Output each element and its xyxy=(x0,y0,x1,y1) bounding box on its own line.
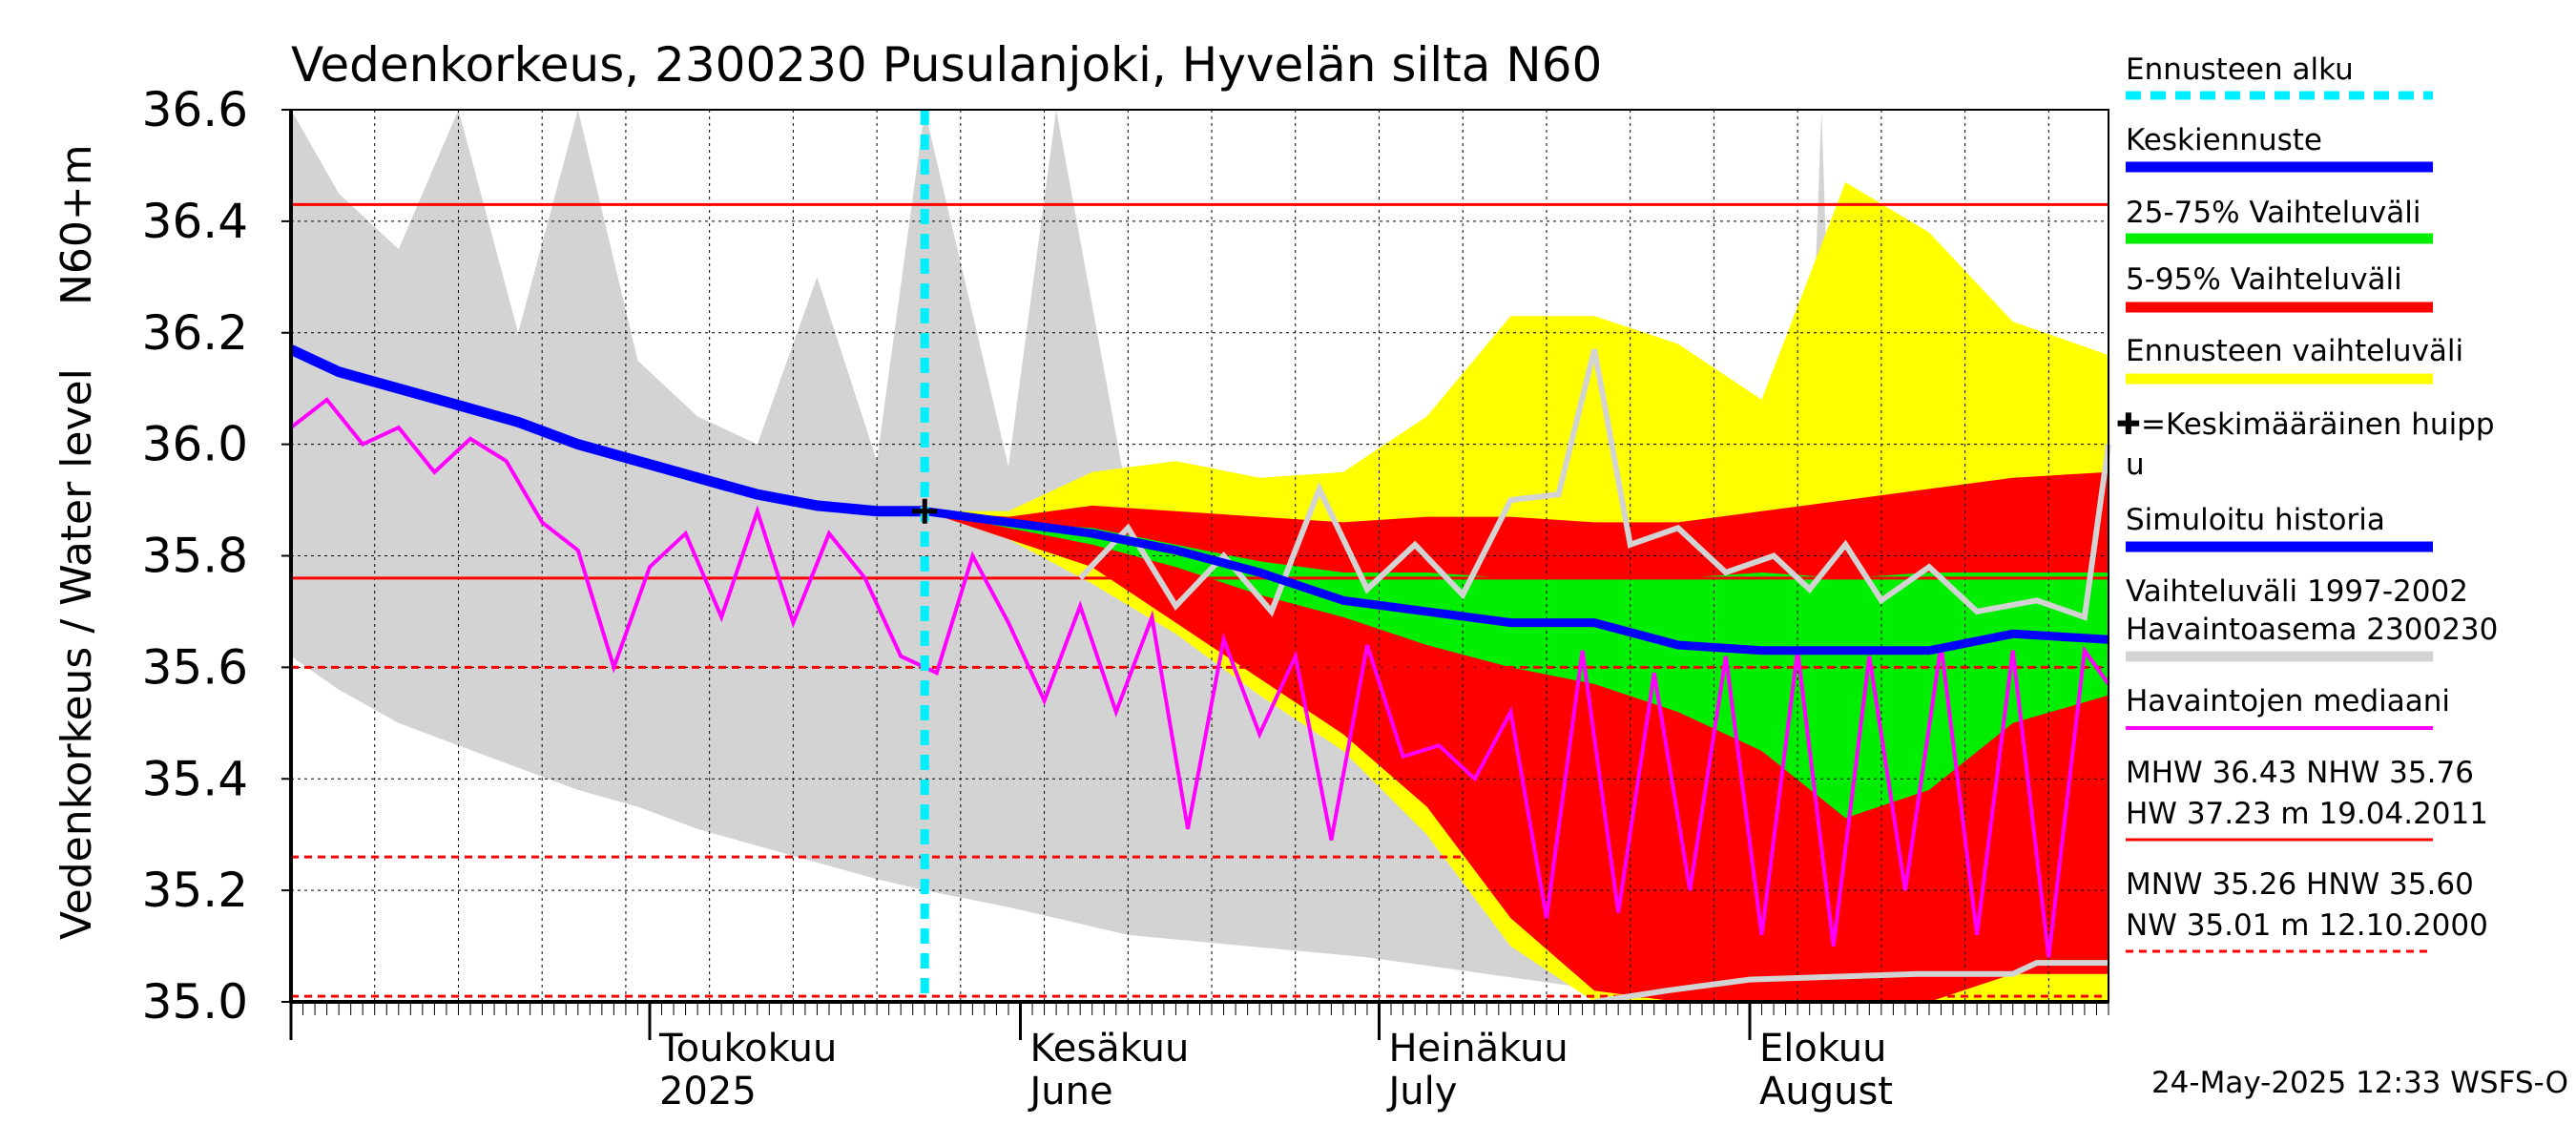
y-tick-label: 36.4 xyxy=(142,194,248,249)
legend-peak-line2: u xyxy=(2126,448,2145,482)
x-month-label: Elokuu xyxy=(1759,1027,1887,1071)
series-lines xyxy=(288,110,2111,1005)
legend-peak-line1: ✚=Keskimääräinen huipp xyxy=(2116,407,2495,442)
station-history-line xyxy=(1078,348,2111,621)
simulated-history-line xyxy=(288,344,925,517)
legend: Ennusteen alku Keskiennuste 25-75% Vaiht… xyxy=(2116,52,2498,953)
mean-peak-marker xyxy=(912,498,938,524)
x-month-sublabel: June xyxy=(1028,1070,1113,1114)
y-tick-label: 35.8 xyxy=(142,529,248,584)
legend-stats-3: MNW 35.26 HNW 35.60 xyxy=(2126,867,2474,902)
station-history-low-line xyxy=(1593,960,2109,1005)
y-axis-unit: N60+m xyxy=(52,144,101,305)
legend-label-median: Keskiennuste xyxy=(2126,123,2322,157)
legend-label-forecast-range: Ennusteen vaihteluväli xyxy=(2126,334,2463,368)
timestamp: 24-May-2025 12:33 WSFS-O xyxy=(2151,1066,2568,1100)
legend-stats-2: HW 37.23 m 19.04.2011 xyxy=(2126,797,2488,831)
legend-label-median-obs: Havaintojen mediaani xyxy=(2126,684,2450,718)
reference-lines xyxy=(291,202,2109,998)
y-tick-label: 36.6 xyxy=(142,82,248,137)
legend-range-line1: Vaihteluväli 1997-2002 xyxy=(2126,574,2468,609)
observation-median-line xyxy=(289,397,2110,958)
legend-label-5-95: 5-95% Vaihteluväli xyxy=(2126,262,2402,297)
x-month-label: Toukokuu xyxy=(658,1027,837,1071)
legend-range-line2: Havaintoasema 2300230 xyxy=(2126,613,2498,647)
legend-stats-4: NW 35.01 m 12.10.2000 xyxy=(2126,908,2488,943)
legend-stats-1: MHW 36.43 NHW 35.76 xyxy=(2126,756,2474,790)
y-tick-label: 36.2 xyxy=(142,305,248,361)
x-month-label: Heinäkuu xyxy=(1388,1027,1568,1071)
y-tick-label: 36.0 xyxy=(142,417,248,472)
y-tick-label: 35.0 xyxy=(142,974,248,1030)
legend-label-sim-history: Simuloitu historia xyxy=(2126,503,2385,537)
chart-title: Vedenkorkeus, 2300230 Pusulanjoki, Hyvel… xyxy=(291,37,1602,93)
y-tick-label: 35.6 xyxy=(142,639,248,695)
y-tick-label: 35.4 xyxy=(142,751,248,806)
y-tick-label: 35.2 xyxy=(142,863,248,918)
legend-label-forecast-start: Ennusteen alku xyxy=(2126,52,2354,87)
x-month-label: Kesäkuu xyxy=(1030,1027,1190,1071)
x-month-sublabel: August xyxy=(1759,1070,1893,1114)
y-axis-label: Vedenkorkeus / Water level xyxy=(52,368,101,940)
x-month-sublabel: July xyxy=(1385,1070,1457,1114)
legend-label-25-75: 25-75% Vaihteluväli xyxy=(2126,196,2421,230)
y-tick-labels: 35.0 35.2 35.4 35.6 35.8 36.0 36.2 36.4 36.6 xyxy=(142,82,291,1030)
forecast-median-line xyxy=(924,507,2109,656)
x-month-sublabel: 2025 xyxy=(659,1070,757,1114)
